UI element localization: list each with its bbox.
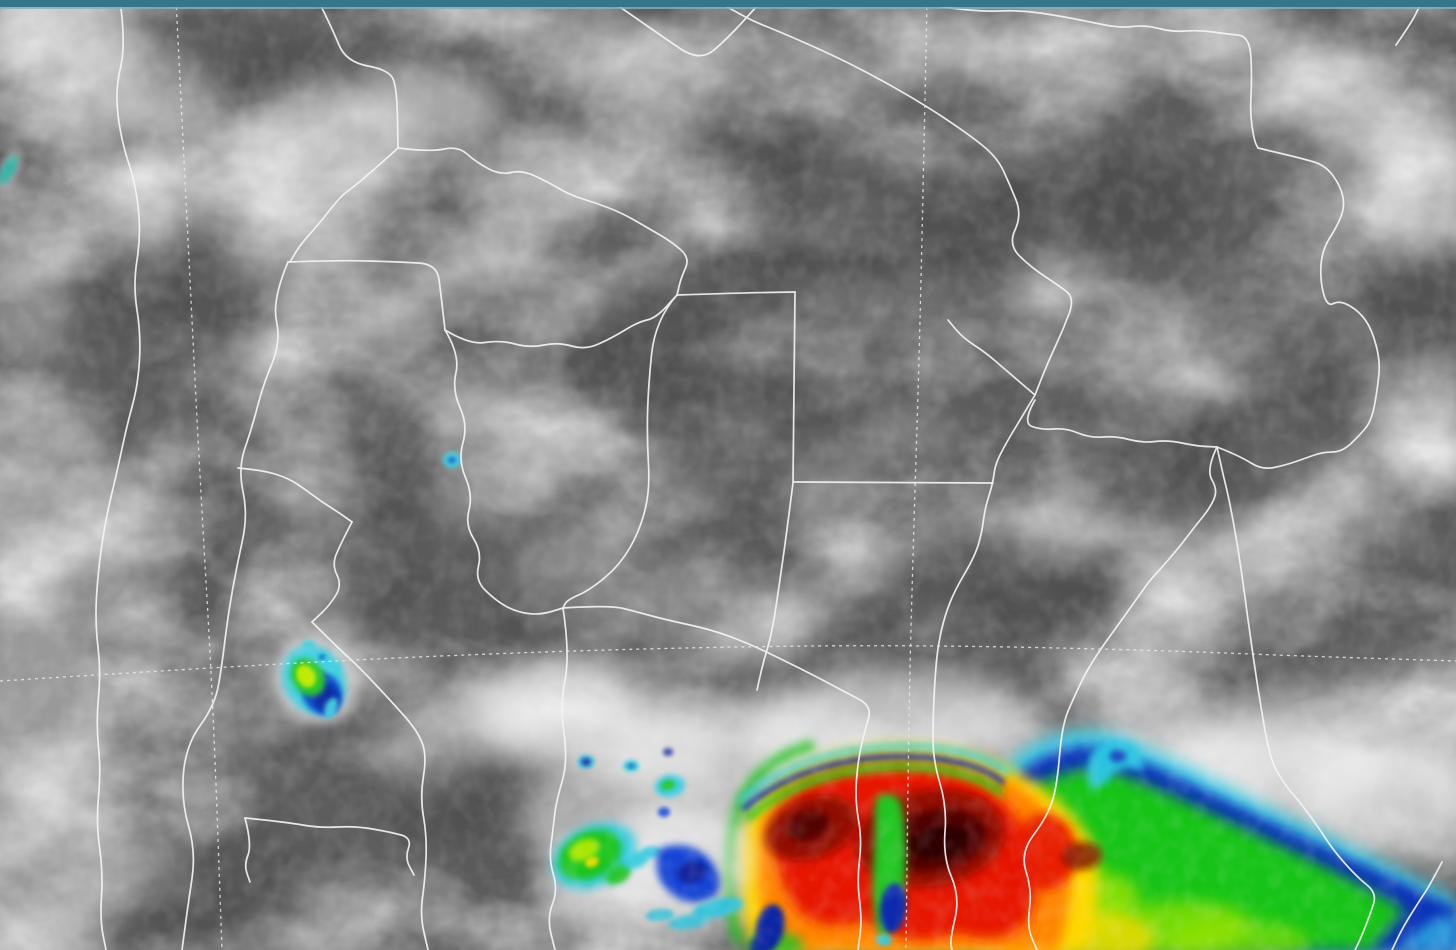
border-brazil-ne-corner [1395,4,1421,46]
top-bar-edge [0,7,1456,9]
border-bolivia-nw-a [317,0,399,149]
border-tucuman-outline-a [244,817,415,876]
border-chaco-west [562,294,678,609]
gridline-lon-line-west [175,0,223,950]
border-argentina-bolivia-box [287,259,446,331]
border-tucuman-outline-b [244,817,251,883]
border-brazil-misiones [1391,861,1443,950]
border-paraguay-river-south [1216,446,1299,801]
border-tarija-chuquisaca [397,147,688,296]
border-bolivia-paraguay-diagonal [715,0,1073,396]
border-salta-tucuman-link [311,521,353,623]
top-bar-strip [0,0,1456,7]
border-bolivia-nw-b [289,147,399,263]
border-paraguay-river-west [932,394,1036,950]
border-paraguay-argentina-parana [1023,446,1218,950]
border-salta-west-south [444,329,564,615]
border-chaco-north [676,291,796,296]
border-salta-north [444,294,678,349]
border-paraguay-brazil-loop [1216,147,1381,470]
border-bolivia-brazil [929,4,1259,149]
border-parana-river-se [1297,799,1376,950]
border-catamarca-east [311,621,429,950]
border-chile-argentina [95,0,141,950]
border-chaco-south [562,605,871,950]
border-santiago-west [548,607,568,950]
border-salta-spur [237,467,353,523]
border-lines [95,0,1443,950]
border-bermejo-river [756,482,794,691]
border-paraguay-apa-east-west [1026,399,1218,448]
top-bar [0,0,1456,9]
border-pilcomayo-spur [947,319,1036,396]
border-formosa-north-straight [792,481,994,484]
border-chaco-east [792,291,796,483]
border-bolivia-v-junction [609,0,758,57]
border-andes-provinces-west [181,261,289,950]
